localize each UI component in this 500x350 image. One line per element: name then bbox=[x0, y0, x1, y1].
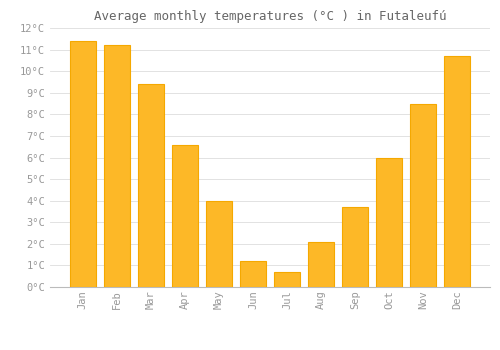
Title: Average monthly temperatures (°C ) in Futaleufú: Average monthly temperatures (°C ) in Fu… bbox=[94, 10, 447, 23]
Bar bbox=[376, 158, 402, 287]
Bar bbox=[138, 84, 164, 287]
Bar bbox=[70, 41, 96, 287]
Bar bbox=[240, 261, 266, 287]
Bar bbox=[342, 207, 368, 287]
Bar bbox=[172, 145, 198, 287]
Bar bbox=[410, 104, 436, 287]
Bar bbox=[206, 201, 232, 287]
Bar bbox=[308, 241, 334, 287]
Bar bbox=[444, 56, 470, 287]
Bar bbox=[274, 272, 300, 287]
Bar bbox=[104, 45, 130, 287]
